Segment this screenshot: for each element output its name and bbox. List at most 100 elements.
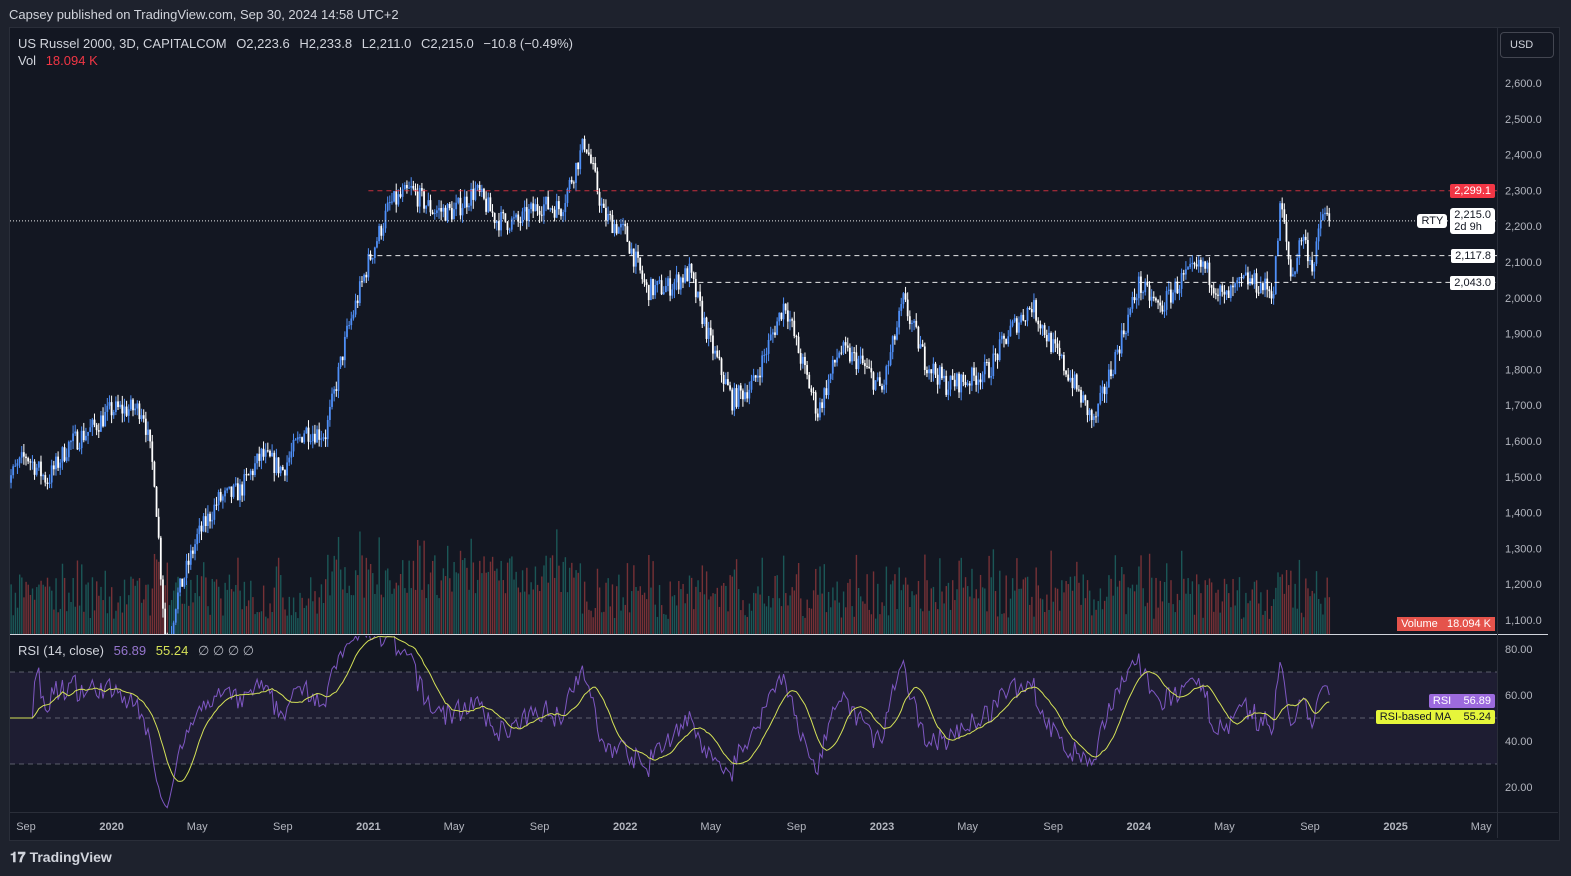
candle-body <box>641 270 644 280</box>
volume-bar <box>967 586 969 634</box>
vol-label[interactable]: Vol <box>18 53 37 68</box>
volume-bar <box>1273 599 1275 634</box>
candle-body <box>645 282 648 286</box>
candle-body <box>284 470 286 476</box>
symbol-title[interactable]: US Russel 2000, 3D, CAPITALCOM <box>18 36 227 51</box>
volume-bar <box>421 589 423 634</box>
volume-bar <box>1230 607 1232 634</box>
candle-body <box>1155 298 1157 301</box>
candle-body <box>1289 259 1292 277</box>
candle-body <box>1088 410 1091 416</box>
volume-bar <box>1285 570 1288 634</box>
volume-bar <box>1003 613 1005 634</box>
candle-body <box>114 401 117 412</box>
volume-bar <box>100 586 102 634</box>
volume-bar <box>286 615 288 634</box>
candle-body <box>93 419 96 425</box>
last-price: 2,215.0 <box>1454 209 1491 221</box>
volume-bar <box>68 592 70 634</box>
volume-bar <box>269 603 271 634</box>
tradingview-logo[interactable]: 𝟏𝟕 TradingView <box>10 849 112 866</box>
volume-bar <box>1007 617 1010 634</box>
volume-bar <box>1071 590 1074 634</box>
candle-body <box>675 274 678 283</box>
candle-body <box>752 375 755 381</box>
volume-bar <box>560 591 562 634</box>
candle-body <box>720 358 723 375</box>
candle-body <box>1058 347 1061 356</box>
candle-body <box>412 185 415 189</box>
candle-body <box>801 356 804 364</box>
candle-body <box>35 467 38 475</box>
candle-body <box>1259 283 1262 294</box>
volume-bar <box>149 615 151 634</box>
volume-bar <box>860 596 862 634</box>
candle-body <box>16 463 19 466</box>
candle-body <box>572 182 575 184</box>
candle-body <box>314 433 316 443</box>
candle-body <box>309 441 312 443</box>
rsi-title[interactable]: RSI (14, close) <box>18 643 104 658</box>
candle-body <box>303 433 306 443</box>
candle-body <box>1007 336 1010 344</box>
candle-body <box>1043 325 1046 335</box>
candle-body <box>1048 332 1050 342</box>
candle-body <box>395 191 398 205</box>
volume-bar <box>862 601 864 634</box>
volume-bar <box>83 611 85 634</box>
candle-body <box>1298 240 1301 258</box>
bar-countdown: 2d 9h <box>1454 221 1482 233</box>
volume-bar <box>513 579 515 634</box>
candle-body <box>230 486 233 497</box>
volume-bar <box>1131 584 1134 634</box>
candle-body <box>408 187 410 189</box>
volume-bar <box>106 613 109 634</box>
volume-bar <box>40 580 42 634</box>
candle-body <box>18 457 21 464</box>
volume-bar <box>750 610 753 634</box>
volume-bar <box>410 588 412 634</box>
candle-body <box>722 374 725 384</box>
volume-bar <box>130 576 132 634</box>
volume-bar <box>660 605 663 634</box>
candle-body <box>709 327 712 336</box>
volume-bar <box>800 598 802 634</box>
chart-panel[interactable] <box>9 27 1560 841</box>
volume-bar <box>322 602 325 634</box>
volume-bar <box>874 618 877 634</box>
candle-body <box>401 189 404 197</box>
candle-body <box>686 268 689 282</box>
time-tick-label: May <box>1471 821 1492 833</box>
candle-body <box>44 475 47 483</box>
volume-bar <box>977 598 980 634</box>
volume-bar <box>926 580 928 634</box>
candle-body <box>429 200 432 213</box>
volume-bar <box>712 593 714 634</box>
candle-body <box>1242 275 1245 279</box>
candle-body <box>776 321 779 335</box>
candle-body <box>333 389 336 394</box>
candle-body <box>414 188 417 192</box>
candle-body <box>117 401 119 408</box>
volume-bar <box>628 612 631 634</box>
volume-bar <box>1255 580 1258 634</box>
volume-bar <box>211 578 213 634</box>
candle-body <box>923 346 926 370</box>
candle-body <box>399 194 402 197</box>
candle-body <box>1112 374 1115 377</box>
currency-button[interactable]: USD <box>1500 32 1554 58</box>
volume-bar <box>652 561 654 634</box>
candle-body <box>382 228 385 236</box>
candle-body <box>1309 260 1311 262</box>
volume-bar <box>1253 581 1256 634</box>
candle-body <box>542 204 545 216</box>
candle-body <box>1296 257 1299 272</box>
candle-body <box>1150 296 1153 301</box>
candle-body <box>669 278 672 296</box>
volume-bar <box>541 576 543 634</box>
volume-bar <box>1159 580 1161 634</box>
volume-bar <box>1266 589 1268 634</box>
volume-bar <box>134 585 136 634</box>
ohlc-close: C2,215.0 <box>420 36 474 51</box>
